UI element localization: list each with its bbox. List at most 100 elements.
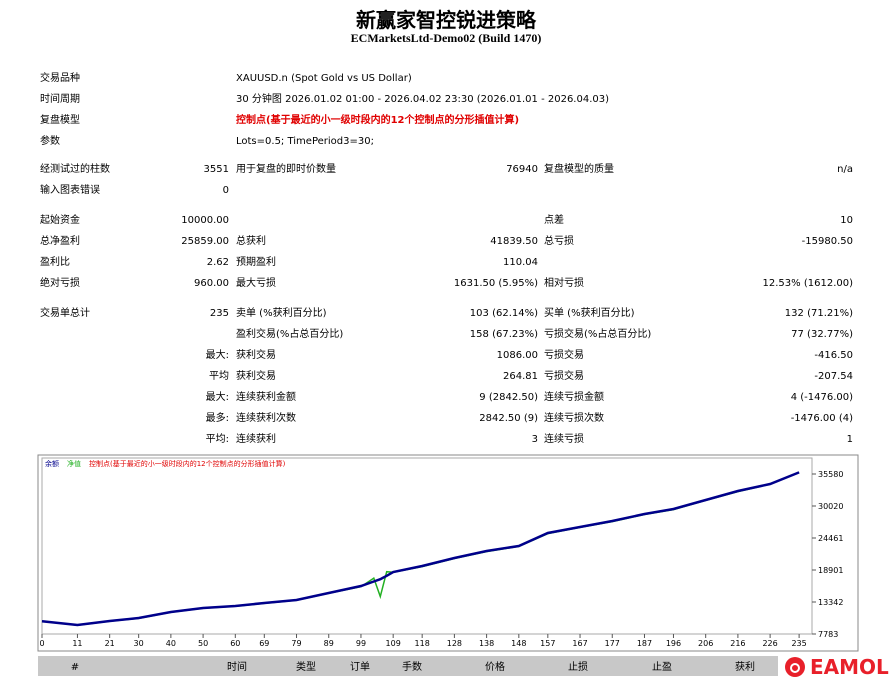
info-label: 时间周期 xyxy=(40,94,80,105)
watermark: EAMOL xyxy=(810,655,889,679)
stat-value: 4 (-1476.00) xyxy=(790,392,853,403)
stat-value: -15980.50 xyxy=(801,236,853,247)
stat-value: 235 xyxy=(209,308,229,319)
x-tick-label: 216 xyxy=(730,639,745,648)
table-column-header: 止盈 xyxy=(652,661,672,673)
stat-value: 25859.00 xyxy=(181,236,229,247)
x-tick-label: 128 xyxy=(447,639,462,648)
stat-label: 连续亏损次数 xyxy=(544,413,604,424)
table-column-header: # xyxy=(71,662,79,673)
info-label: 复盘模型 xyxy=(40,115,80,126)
stat-label: 交易单总计 xyxy=(40,308,90,319)
x-tick-label: 30 xyxy=(134,639,144,648)
x-tick-label: 0 xyxy=(39,639,44,648)
stat-label: 连续获利金额 xyxy=(236,392,296,403)
info-value: 30 分钟图 2026.01.02 01:00 - 2026.04.02 23:… xyxy=(236,94,610,105)
stat-value: 158 (67.23%) xyxy=(469,329,538,340)
stat-label: 买单 (%获利百分比) xyxy=(544,308,635,319)
x-tick-label: 99 xyxy=(356,639,366,648)
stat-label: 起始资金 xyxy=(40,215,80,226)
y-tick-label: 35580 xyxy=(818,470,843,479)
table-column-header: 订单 xyxy=(350,661,370,673)
stat-value: 10000.00 xyxy=(181,215,229,226)
stat-label: 盈利比 xyxy=(40,257,70,268)
x-tick-label: 69 xyxy=(259,639,269,648)
table-column-header: 止损 xyxy=(568,660,588,673)
x-tick-label: 50 xyxy=(198,639,208,648)
stat-label: 复盘模型的质量 xyxy=(544,164,614,175)
stat-value: 110.04 xyxy=(503,257,538,268)
info-label: 参数 xyxy=(40,136,60,147)
x-tick-label: 177 xyxy=(605,639,620,648)
plot-area xyxy=(41,457,813,635)
stat-label: 获利交易 xyxy=(236,371,276,382)
stat-value: 1 xyxy=(846,434,853,445)
stat-value: 平均: xyxy=(205,434,229,445)
x-tick-label: 79 xyxy=(291,639,301,648)
table-column-header: 价格 xyxy=(485,660,505,673)
stat-value: 最大: xyxy=(205,392,229,403)
stat-value: n/a xyxy=(837,164,853,175)
y-tick-label: 24461 xyxy=(818,534,843,543)
chart-frame xyxy=(37,454,859,652)
stat-value: 132 (71.21%) xyxy=(784,308,853,319)
logo-icon-inner xyxy=(790,663,800,673)
x-tick-label: 157 xyxy=(540,639,555,648)
stat-label: 绝对亏损 xyxy=(40,278,80,289)
stat-value: 41839.50 xyxy=(490,236,538,247)
stat-label: 盈利交易(%占总百分比) xyxy=(236,329,344,340)
x-tick-label: 167 xyxy=(572,639,587,648)
info-value: Lots=0.5; TimePeriod3=30; xyxy=(236,136,374,147)
stat-label: 连续获利 xyxy=(236,434,276,445)
series-line xyxy=(41,471,800,627)
stat-label: 最大亏损 xyxy=(236,278,276,289)
table-column-header: 时间 xyxy=(227,660,247,673)
x-tick-label: 226 xyxy=(762,639,777,648)
x-tick-label: 109 xyxy=(386,639,401,648)
stat-value: 960.00 xyxy=(194,278,229,289)
stat-label: 相对亏损 xyxy=(544,278,584,289)
stat-value: 3551 xyxy=(203,164,229,175)
logo-icon xyxy=(785,657,805,677)
x-tick-label: 148 xyxy=(511,639,526,648)
y-tick-label: 13342 xyxy=(818,598,843,607)
y-tick-label: 7783 xyxy=(818,630,838,639)
x-tick-label: 118 xyxy=(415,639,430,648)
stat-label: 经测试过的柱数 xyxy=(40,164,110,175)
stat-value: 1086.00 xyxy=(496,350,538,361)
x-tick-label: 89 xyxy=(324,639,334,648)
report-subtitle: ECMarketsLtd-Demo02 (Build 1470) xyxy=(350,31,542,45)
y-tick-label: 18901 xyxy=(818,566,843,575)
table-column-header: 获利 xyxy=(735,661,755,673)
stat-label: 获利交易 xyxy=(236,350,276,361)
stat-value: 0 xyxy=(222,185,229,196)
x-tick-label: 138 xyxy=(479,639,494,648)
stat-value: 平均 xyxy=(209,371,229,382)
x-tick-label: 40 xyxy=(166,639,176,648)
stat-value: 2842.50 (9) xyxy=(479,413,538,424)
table-column-header: 手数 xyxy=(402,660,422,673)
stat-value: 12.53% (1612.00) xyxy=(762,278,853,289)
table-column-header: 类型 xyxy=(296,660,316,673)
x-tick-label: 206 xyxy=(698,639,713,648)
report-title: 新赢家智控锐进策略 xyxy=(356,8,536,32)
stat-label: 亏损交易 xyxy=(544,371,584,382)
stat-value: 1631.50 (5.95%) xyxy=(453,278,538,289)
x-tick-label: 235 xyxy=(791,639,806,648)
stat-label: 预期盈利 xyxy=(236,257,276,268)
stat-label: 总亏损 xyxy=(544,236,574,247)
stat-label: 输入图表错误 xyxy=(40,185,100,196)
stat-label: 总净盈利 xyxy=(40,236,80,247)
stat-value: 9 (2842.50) xyxy=(479,392,538,403)
stat-label: 点差 xyxy=(544,215,564,226)
stat-label: 卖单 (%获利百分比) xyxy=(236,308,327,319)
stat-value: 最多: xyxy=(205,413,229,424)
stat-label: 亏损交易 xyxy=(544,350,584,361)
table-header-bar xyxy=(38,656,778,676)
legend-entry: 净值 xyxy=(67,459,81,468)
stat-label: 连续获利次数 xyxy=(236,413,296,424)
x-tick-label: 196 xyxy=(666,639,681,648)
stat-value: 76940 xyxy=(506,164,538,175)
